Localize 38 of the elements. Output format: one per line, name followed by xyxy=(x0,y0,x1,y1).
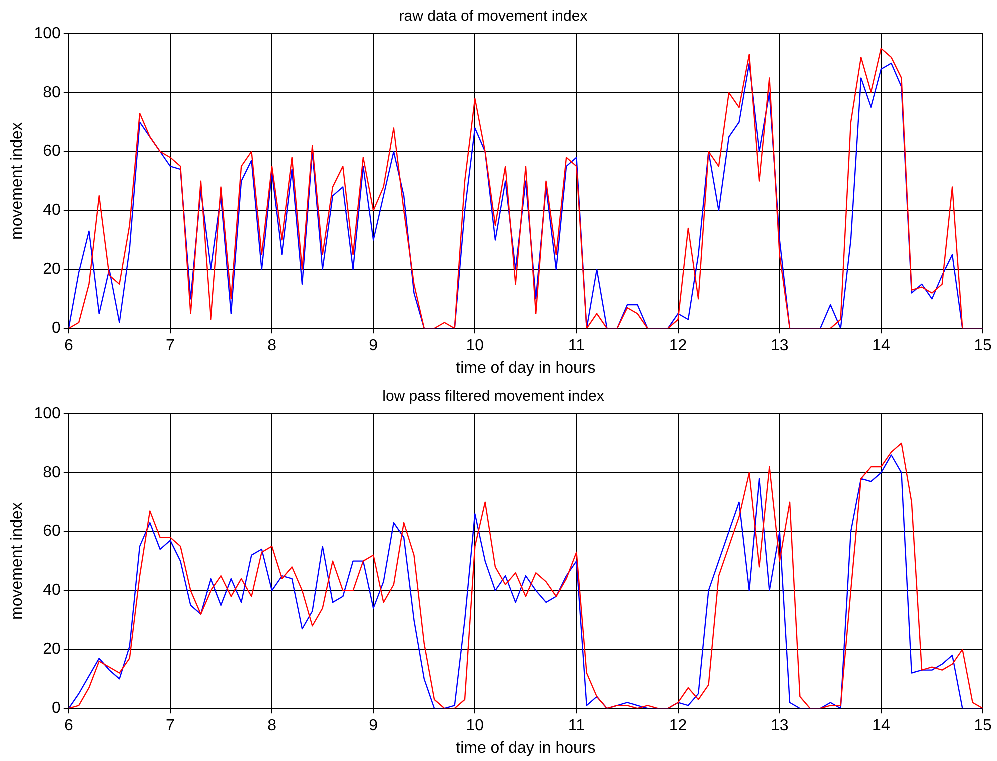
y-tick-label: 60 xyxy=(43,523,61,540)
y-tick-label: 60 xyxy=(43,143,61,160)
x-tick-label: 10 xyxy=(466,338,484,355)
x-tick-label: 14 xyxy=(872,718,890,735)
y-tick-label: 80 xyxy=(43,464,61,482)
x-tick-label: 6 xyxy=(64,718,74,735)
y-tick-label: 40 xyxy=(43,582,61,600)
x-tick-label: 13 xyxy=(770,718,789,735)
x-axis-title: time of day in hours xyxy=(456,360,596,377)
x-tick-label: 12 xyxy=(669,718,688,735)
x-tick-label: 14 xyxy=(872,338,890,355)
x-tick-label: 9 xyxy=(369,718,378,735)
x-tick-label: 6 xyxy=(64,338,74,355)
x-tick-label: 15 xyxy=(974,718,992,735)
x-tick-label: 10 xyxy=(466,718,484,735)
y-tick-label: 20 xyxy=(43,641,61,658)
x-tick-label: 7 xyxy=(166,718,176,735)
x-tick-label: 7 xyxy=(166,338,176,355)
x-tick-label: 11 xyxy=(568,718,586,735)
y-tick-label: 100 xyxy=(34,405,61,422)
x-tick-label: 13 xyxy=(770,338,789,355)
chart-title: raw data of movement index xyxy=(399,8,588,26)
y-tick-label: 80 xyxy=(43,84,61,102)
x-axis-title: time of day in hours xyxy=(456,740,596,757)
y-tick-label: 0 xyxy=(52,700,61,718)
y-tick-label: 40 xyxy=(43,202,61,220)
x-tick-label: 12 xyxy=(669,338,688,355)
y-tick-label: 100 xyxy=(34,25,61,42)
y-axis-title: movement index xyxy=(9,122,26,240)
x-tick-label: 11 xyxy=(568,338,586,355)
x-tick-label: 8 xyxy=(268,338,277,355)
x-tick-label: 9 xyxy=(369,338,378,355)
y-axis-title: movement index xyxy=(9,502,26,620)
y-tick-label: 0 xyxy=(52,320,61,338)
x-tick-label: 8 xyxy=(268,718,277,735)
y-tick-label: 20 xyxy=(43,261,61,278)
chart-title: low pass filtered movement index xyxy=(382,388,605,406)
x-tick-label: 15 xyxy=(974,338,992,355)
